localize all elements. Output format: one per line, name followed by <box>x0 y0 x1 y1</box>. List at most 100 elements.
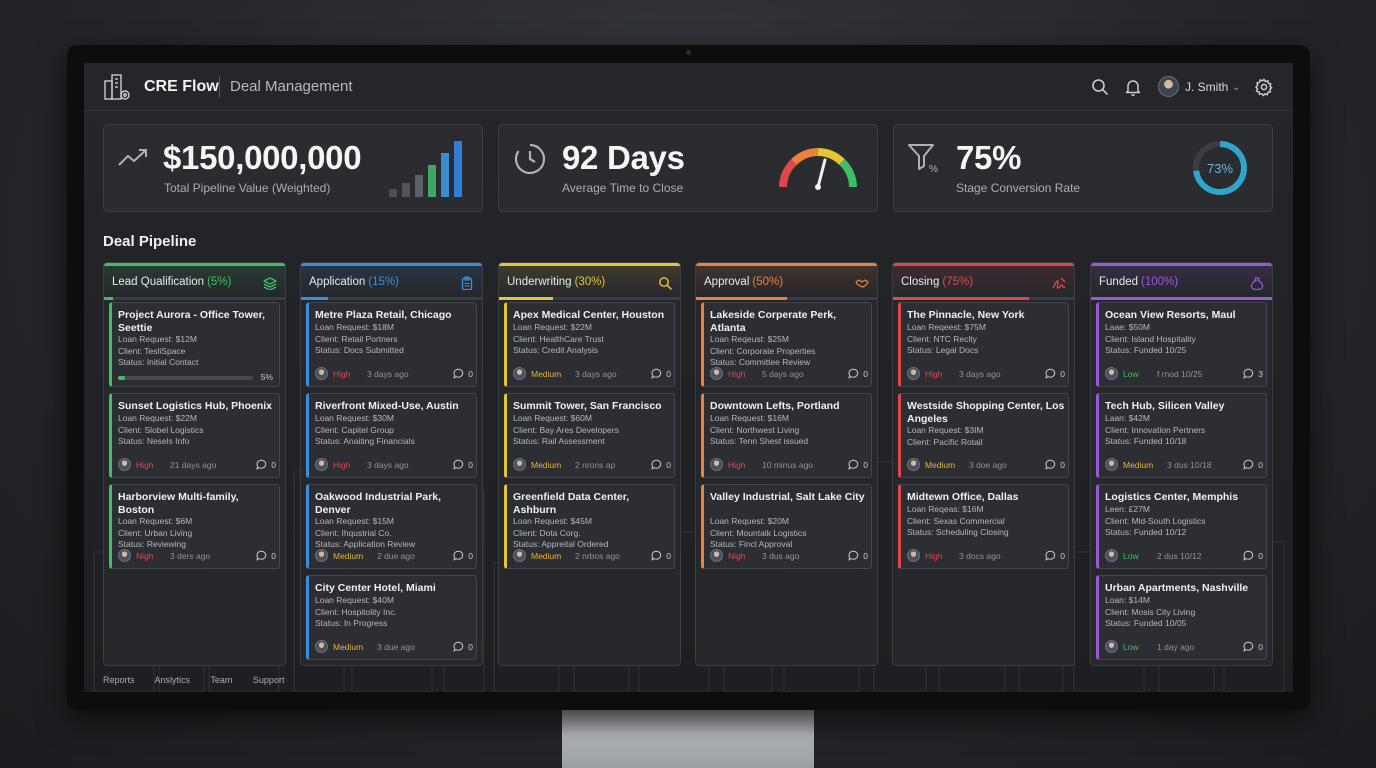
search-icon[interactable] <box>1090 77 1110 97</box>
assignee-avatar[interactable] <box>315 367 328 380</box>
deal-title[interactable]: Summit Tower, San Francisco <box>513 400 662 412</box>
deal-title[interactable]: Greenfield Data Center, Ashburn <box>513 491 630 516</box>
comment-icon[interactable] <box>1045 368 1056 379</box>
assignee-avatar[interactable] <box>1105 549 1118 562</box>
deal-card[interactable]: Urban Apartments, Nashville Loan: $14M Cli… <box>1096 575 1267 660</box>
comment-icon[interactable] <box>651 550 662 561</box>
comment-icon[interactable] <box>651 459 662 470</box>
comment-icon[interactable] <box>1045 459 1056 470</box>
deal-title[interactable]: Valley Industrial, Salt Lake City <box>710 491 865 503</box>
deal-title[interactable]: Urban Apartments, Nashville <box>1105 582 1249 594</box>
comment-icon[interactable] <box>1243 368 1254 379</box>
magnifier-icon[interactable] <box>658 276 672 290</box>
handshake-icon[interactable] <box>855 276 869 290</box>
deal-card[interactable]: Project Aurora - Office Tower, Seettie Lo… <box>109 302 280 387</box>
comment-icon[interactable] <box>1045 550 1056 561</box>
deal-card[interactable]: The Pinnacle, New York Loan Reqeest: $75M… <box>898 302 1069 387</box>
comment-icon[interactable] <box>1243 459 1254 470</box>
assignee-avatar[interactable] <box>315 640 328 653</box>
chevron-down-icon[interactable]: ⌄ <box>1232 82 1241 93</box>
deal-title[interactable]: Harborview Multi-family, Boston <box>118 491 239 516</box>
deal-card[interactable]: Downtown Lefts, Portland Loan Request: $1… <box>701 393 872 478</box>
comment-icon[interactable] <box>1243 641 1254 652</box>
deal-card[interactable]: Sunset Logistics Hub, Phoenix Loan Reques… <box>109 393 280 478</box>
column-header[interactable]: Closing (75%) <box>893 263 1074 300</box>
bell-icon[interactable] <box>1123 77 1143 97</box>
comment-icon[interactable] <box>848 550 859 561</box>
deal-title[interactable]: Logistics Center, Memphis <box>1105 491 1239 503</box>
comment-icon[interactable] <box>848 459 859 470</box>
footer-link-analytics[interactable]: Anslytics <box>154 675 191 685</box>
footer-link-support[interactable]: Support <box>252 675 285 685</box>
clipboard-icon[interactable] <box>460 276 474 290</box>
deal-title[interactable]: Riverfront Mixed-Use, Austin <box>315 400 459 412</box>
deal-card[interactable]: City Center Hotel, Miami Loan Request: $4… <box>306 575 477 660</box>
footer-link-team[interactable]: Team <box>210 675 233 685</box>
column-header[interactable]: Lead Qualification (5%) <box>104 263 285 300</box>
comment-icon[interactable] <box>453 641 464 652</box>
comment-icon[interactable] <box>848 368 859 379</box>
gear-icon[interactable] <box>1254 77 1274 97</box>
moneybag-icon[interactable] <box>1250 276 1264 290</box>
assignee-avatar[interactable] <box>118 458 131 471</box>
assignee-avatar[interactable] <box>710 549 723 562</box>
deal-title[interactable]: Ocean View Resorts, Maul <box>1105 309 1236 321</box>
assignee-avatar[interactable] <box>710 367 723 380</box>
layers-icon[interactable] <box>263 276 277 290</box>
footer-link-reports[interactable]: Reports <box>103 675 135 685</box>
comment-icon[interactable] <box>453 368 464 379</box>
deal-card[interactable]: Riverfront Mixed-Use, Austin Loan Request… <box>306 393 477 478</box>
deal-title[interactable]: Westside Shopping Center, Los Angeles <box>907 400 1065 425</box>
deal-card[interactable]: Lakeside Corperate Perk, Atlanta Loan Req… <box>701 302 872 387</box>
deal-title[interactable]: Tech Hub, Silicen Valley <box>1105 400 1225 412</box>
assignee-avatar[interactable] <box>315 458 328 471</box>
deal-card[interactable]: Tech Hub, Silicen Valley Laan: $42M Client… <box>1096 393 1267 478</box>
deal-card[interactable]: Valley Industrial, Salt Lake City Loan Re… <box>701 484 872 569</box>
deal-title[interactable]: The Pinnacle, New York <box>907 309 1025 321</box>
comment-icon[interactable] <box>651 368 662 379</box>
comment-icon[interactable] <box>256 550 267 561</box>
deal-title[interactable]: Midtewn Office, Dallas <box>907 491 1019 503</box>
assignee-avatar[interactable] <box>1105 367 1118 380</box>
deal-title[interactable]: Project Aurora - Office Tower, Seettie <box>118 309 266 334</box>
signature-icon[interactable] <box>1052 276 1066 290</box>
deal-card[interactable]: Ocean View Resorts, Maul Laae: $50M Client… <box>1096 302 1267 387</box>
assignee-avatar[interactable] <box>907 549 920 562</box>
comment-icon[interactable] <box>256 459 267 470</box>
column-header[interactable]: Approval (50%) <box>696 263 877 300</box>
assignee-avatar[interactable] <box>1105 640 1118 653</box>
deal-title[interactable]: Sunset Logistics Hub, Phoenix <box>118 400 273 412</box>
assignee-avatar[interactable] <box>907 458 920 471</box>
deal-card[interactable]: Westside Shopping Center, Los Angeles Loa… <box>898 393 1069 478</box>
comment-icon[interactable] <box>1243 550 1254 561</box>
assignee-avatar[interactable] <box>513 549 526 562</box>
assignee-avatar[interactable] <box>1105 458 1118 471</box>
column-header[interactable]: Application (15%) <box>301 263 482 300</box>
deal-card[interactable]: Apex Medical Center, Houston Loan Request… <box>504 302 675 387</box>
column-header[interactable]: Funded (100%) <box>1091 263 1272 300</box>
deal-card[interactable]: Greenfield Data Center, Ashburn Loan Requ… <box>504 484 675 569</box>
column-header[interactable]: Underwriting (30%) <box>499 263 680 300</box>
deal-title[interactable]: Downtown Lefts, Portland <box>710 400 840 412</box>
deal-card[interactable]: Midtewn Office, Dallas Loan Reqeas: $16M C… <box>898 484 1069 569</box>
assignee-avatar[interactable] <box>118 549 131 562</box>
deal-card[interactable]: Summit Tower, San Francisco Loan Request:… <box>504 393 675 478</box>
assignee-avatar[interactable] <box>710 458 723 471</box>
deal-title[interactable]: Metre Plaza Retail, Chicago <box>315 309 452 321</box>
deal-title[interactable]: Apex Medical Center, Houston <box>513 309 665 321</box>
deal-card[interactable]: Oakwood Industrial Park, Denver Loan Requ… <box>306 484 477 569</box>
deal-title[interactable]: Lakeside Corperate Perk, Atlanta <box>710 309 837 334</box>
user-name[interactable]: J. Smith <box>1185 80 1229 94</box>
deal-card[interactable]: Metre Plaza Retail, Chicago Loan Request:… <box>306 302 477 387</box>
assignee-avatar[interactable] <box>907 367 920 380</box>
deal-title[interactable]: City Center Hotel, Miami <box>315 582 436 594</box>
deal-card[interactable]: Harborview Multi-family, Boston Loan Requ… <box>109 484 280 569</box>
comment-icon[interactable] <box>453 459 464 470</box>
assignee-avatar[interactable] <box>513 458 526 471</box>
assignee-avatar[interactable] <box>315 549 328 562</box>
assignee-avatar[interactable] <box>513 367 526 380</box>
app-name[interactable]: CRE Flow <box>144 78 219 95</box>
user-avatar[interactable] <box>1158 76 1179 97</box>
deal-card[interactable]: Logistics Center, Memphis Leen: £27M Clien… <box>1096 484 1267 569</box>
deal-title[interactable]: Oakwood Industrial Park, Denver <box>315 491 442 516</box>
